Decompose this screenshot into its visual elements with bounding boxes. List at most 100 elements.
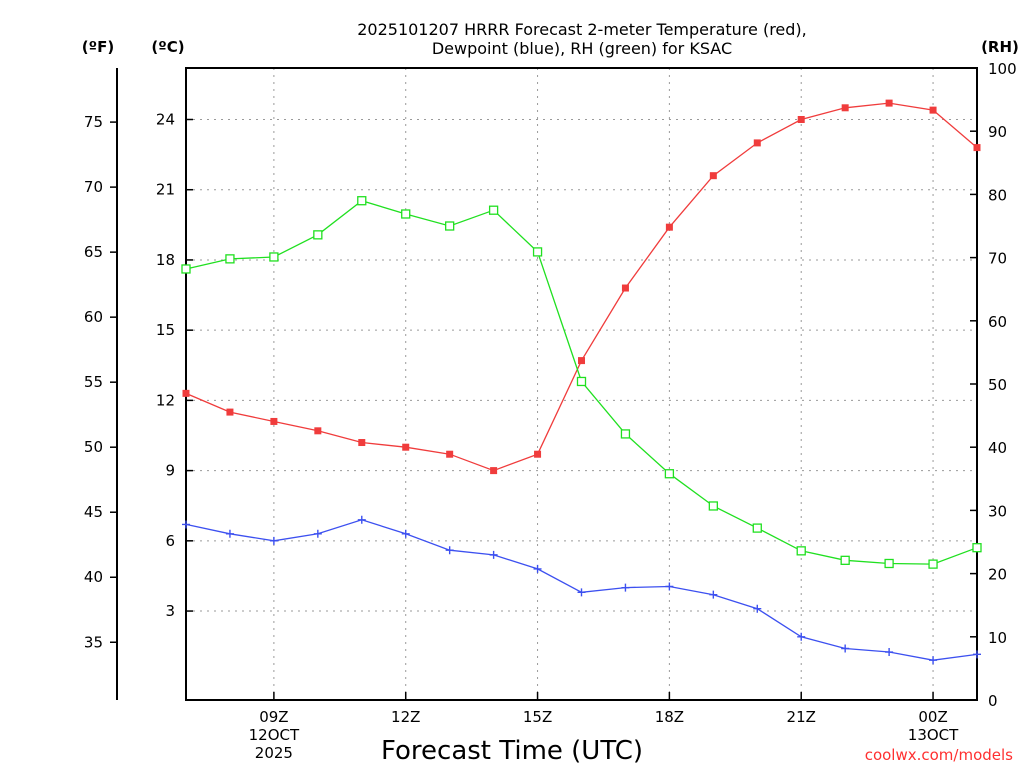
rh-point-11Z [357,196,367,206]
rh-point-16Z [576,376,587,387]
fahrenheit-tick-label: 70 [84,178,103,196]
rh-point-14Z [488,205,499,215]
dewpoint-point-16Z [577,588,586,597]
temperature-point-07Z [182,389,190,397]
dewpoint-point-10Z [313,529,322,538]
dewpoint-point-12Z [401,529,410,538]
rh-point-07Z [181,264,191,274]
x-tick-label: 13OCT [908,726,959,744]
temperature-point-21Z [797,115,805,123]
rh-tick-label: 50 [988,376,1007,394]
temperature-point-22Z [841,104,849,112]
dewpoint-point-00Z [929,656,938,665]
rh-tick-label: 100 [988,60,1017,78]
dewpoint-point-19Z [709,590,718,599]
dewpoint-point-22Z [841,644,850,653]
rh-point-09Z [269,252,279,262]
x-tick-label: 21Z [787,708,816,726]
fahrenheit-tick-label: 65 [84,243,103,261]
temperature-point-13Z [446,450,454,458]
dewpoint-point-08Z [225,529,234,538]
grid [186,68,977,700]
rh-point-10Z [313,230,323,240]
temperature-point-23Z [885,99,893,107]
x-tick-label: 00Z [918,708,947,726]
fahrenheit-tick-label: 50 [84,438,103,456]
temperature-point-10Z [314,427,322,435]
rh-tick-label: 40 [988,439,1007,457]
dewpoint-point-20Z [753,604,762,613]
x-axis-label: Forecast Time (UTC) [381,736,643,766]
temperature-line [185,102,978,472]
x-tick-label: 12OCT [249,726,300,744]
fahrenheit-tick-label: 60 [84,308,103,326]
temperature-point-18Z [665,223,673,231]
temperature-point-15Z [534,450,542,458]
dewpoint-point-07Z [182,520,190,529]
rh-tick-label: 80 [988,186,1007,204]
temperature-point-16Z [578,357,585,365]
rh-point-20Z [752,523,762,533]
dewpoint-point-11Z [357,515,366,524]
dewpoint-point-21Z [797,632,806,641]
fahrenheit-tick-label: 75 [84,113,103,131]
celsius-tick-label: 12 [156,391,175,409]
temperature-point-19Z [709,172,717,180]
rh-point-15Z [532,247,543,257]
rh-tick-label: 0 [988,692,998,710]
temperature-point-20Z [753,139,761,147]
rh-tick-label: 20 [988,566,1007,584]
dewpoint-point-14Z [489,550,498,559]
credit-text: coolwx.com/models [865,746,1013,764]
celsius-tick-label: 6 [165,532,175,550]
chart-title-line-2: Dewpoint (blue), RH (green) for KSAC [432,39,732,58]
fahrenheit-tick-label: 45 [84,503,103,521]
tick-labels: 3 6 9 12 15 18 21 24 35 40 45 50 55 60 65 70 75 0 10 20 30 40… [84,60,1017,762]
dewpoint-point-23Z [885,648,894,657]
celsius-tick-label: 18 [156,251,175,269]
rh-point-19Z [708,501,718,511]
dewpoint-point-18Z [665,582,674,591]
temperature-point-17Z [621,284,629,292]
rh-tick-label: 10 [988,629,1007,647]
dewpoint-point-01Z [973,650,981,659]
x-tick-label: 09Z [259,708,288,726]
temperature-point-00Z [929,106,937,114]
fahrenheit-tick-label: 55 [84,373,103,391]
temperature-point-08Z [226,408,234,416]
rh-unit-label: (RH) [981,38,1019,56]
x-tick-label: 15Z [523,708,552,726]
rh-point-23Z [884,558,894,569]
x-tick-label: 18Z [655,708,684,726]
celsius-tick-label: 9 [165,462,175,480]
dewpoint-point-09Z [269,536,278,545]
dewpoint-point-17Z [621,583,630,592]
chart-title-line-1: 2025101207 HRRR Forecast 2-meter Tempera… [357,20,807,39]
fahrenheit-tick-label: 40 [84,568,103,586]
rh-point-08Z [225,254,235,264]
axes [110,67,978,701]
fahrenheit-unit-label: (ºF) [82,38,114,56]
x-tick-label: 2025 [255,744,293,762]
rh-point-00Z [928,559,938,569]
x-tick-label: 12Z [391,708,420,726]
temperature-point-12Z [402,443,410,451]
rh-point-13Z [445,221,455,231]
temperature-point-01Z [973,144,981,152]
celsius-tick-label: 24 [156,110,175,128]
rh-point-18Z [664,469,675,479]
dewpoint-point-13Z [445,546,454,555]
temperature-point-09Z [270,417,278,425]
temperature-point-11Z [358,439,366,447]
rh-point-21Z [796,546,806,556]
celsius-unit-label: (ºC) [151,38,184,56]
rh-tick-label: 90 [988,123,1007,141]
fahrenheit-tick-label: 35 [84,633,103,651]
rh-point-12Z [401,209,411,219]
rh-tick-label: 60 [988,313,1007,331]
temperature-point-14Z [490,467,498,475]
rh-point-22Z [840,555,850,565]
celsius-tick-label: 15 [156,321,175,339]
rh-tick-label: 30 [988,502,1007,520]
